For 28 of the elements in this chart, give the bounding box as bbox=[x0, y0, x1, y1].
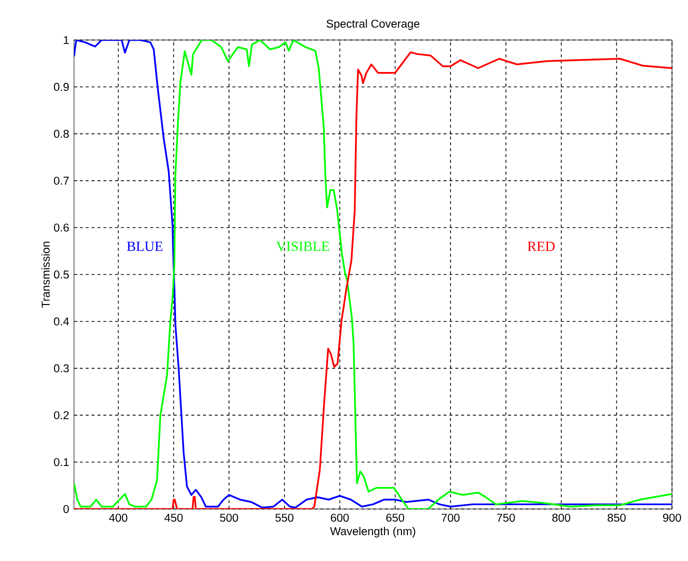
y-tick-label: 0.5 bbox=[54, 270, 69, 279]
y-tick-label: 1 bbox=[64, 36, 69, 44]
y-tick-label: 0.7 bbox=[54, 176, 69, 185]
x-tick-label: 400 bbox=[109, 514, 128, 522]
x-tick-label: 700 bbox=[442, 514, 460, 522]
x-tick-label: 750 bbox=[497, 514, 515, 522]
x-tick-label: 550 bbox=[275, 514, 294, 522]
y-tick-label: 0 bbox=[63, 504, 69, 514]
x-axis-title: Wavelength (nm) bbox=[330, 526, 416, 538]
chart-title: Spectral Coverage bbox=[326, 19, 420, 30]
x-tick-label: 900 bbox=[663, 514, 682, 522]
y-tick-label: 0.1 bbox=[54, 458, 69, 466]
x-tick-label: 600 bbox=[330, 514, 349, 522]
x-tick-label: 650 bbox=[386, 514, 404, 522]
x-tick-label: 500 bbox=[220, 514, 238, 522]
x-tick-label: 800 bbox=[552, 514, 570, 522]
y-tick-label: 0.4 bbox=[54, 317, 69, 326]
y-tick-label: 0.8 bbox=[54, 130, 69, 138]
y-axis-title: Transmission bbox=[41, 242, 50, 308]
series-label: BLUE bbox=[126, 242, 162, 252]
y-tick-label: 0.6 bbox=[54, 224, 69, 232]
x-tick-label: 850 bbox=[608, 514, 626, 522]
y-tick-label: 0.3 bbox=[54, 364, 69, 372]
x-tick-label: 450 bbox=[164, 514, 183, 522]
y-tick-label: 0.9 bbox=[54, 82, 69, 91]
series-label: VISIBLE bbox=[276, 242, 330, 252]
text: RED bbox=[528, 242, 555, 251]
y-tick-label: 0.2 bbox=[54, 411, 69, 420]
